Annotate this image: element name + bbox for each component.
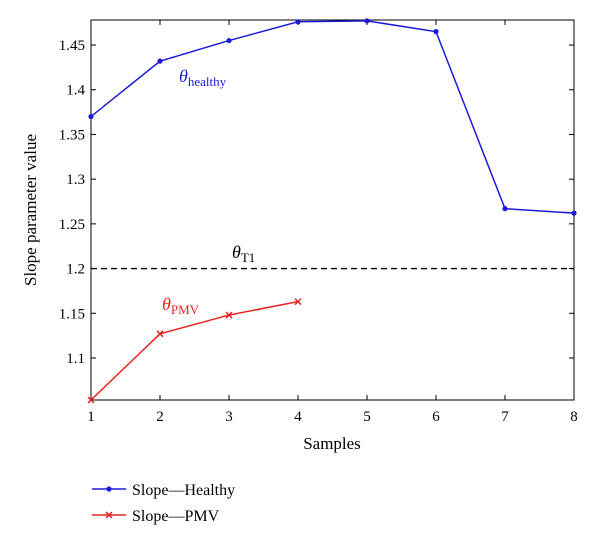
healthy-annotation-symbol: θ [179, 66, 188, 86]
data-point-healthy [88, 113, 94, 120]
x-tick-label: 8 [570, 409, 578, 425]
data-point-healthy [295, 19, 301, 25]
pmv-annotation-symbol: θ [162, 294, 171, 314]
data-point-pmv [156, 330, 164, 338]
threshold-annotation-symbol: θ [232, 242, 241, 262]
series-line-healthy [90, 20, 575, 214]
y-tick-label: 1.1 [66, 351, 85, 367]
x-axis-title: Samples [303, 434, 361, 453]
legend-item-pmv: Slope—PMV [92, 508, 220, 525]
x-tick-label: 5 [363, 409, 371, 425]
healthy-annotation: θhealthy [179, 66, 227, 89]
y-tick-label: 1.4 [66, 83, 85, 99]
y-tick-label: 1.3 [66, 172, 85, 188]
data-point-healthy [571, 210, 577, 216]
y-tick-label: 1.35 [59, 127, 85, 143]
data-point-healthy [433, 29, 439, 35]
y-tick-label: 1.2 [66, 262, 85, 278]
data-point-healthy [226, 37, 232, 44]
threshold-annotation: θT1 [232, 242, 255, 265]
legend-item-healthy: Slope—Healthy [92, 482, 235, 499]
x-tick-label: 3 [225, 409, 233, 425]
legend-label-pmv: Slope—PMV [132, 508, 220, 525]
y-axis-title: Slope parameter value [21, 134, 40, 286]
x-tick-label: 4 [294, 409, 302, 425]
healthy-annotation-subscript: healthy [188, 74, 227, 89]
x-tick-label: 6 [432, 409, 440, 425]
legend-marker-healthy [106, 486, 112, 492]
plot-area-frame [90, 19, 575, 401]
y-tick-label: 1.45 [59, 38, 85, 54]
y-tick-label: 1.25 [59, 217, 85, 233]
y-tick-label: 1.15 [59, 306, 85, 322]
data-point-pmv [87, 396, 95, 404]
pmv-annotation: θPMV [162, 294, 200, 317]
x-tick-label: 7 [501, 409, 509, 425]
data-point-healthy [502, 206, 508, 212]
threshold-annotation-subscript: T1 [241, 250, 255, 265]
x-tick-label: 2 [156, 409, 164, 425]
series-line-pmv [90, 300, 299, 401]
pmv-annotation-subscript: PMV [171, 302, 200, 317]
legend-marker-pmv [105, 511, 113, 519]
data-point-pmv [225, 311, 233, 319]
x-tick-label: 1 [87, 409, 95, 425]
legend: Slope—Healthy Slope—PMV [92, 482, 235, 525]
data-point-healthy [364, 18, 370, 24]
legend-label-healthy: Slope—Healthy [132, 482, 235, 499]
data-point-healthy [157, 58, 163, 64]
data-point-pmv [294, 298, 302, 306]
